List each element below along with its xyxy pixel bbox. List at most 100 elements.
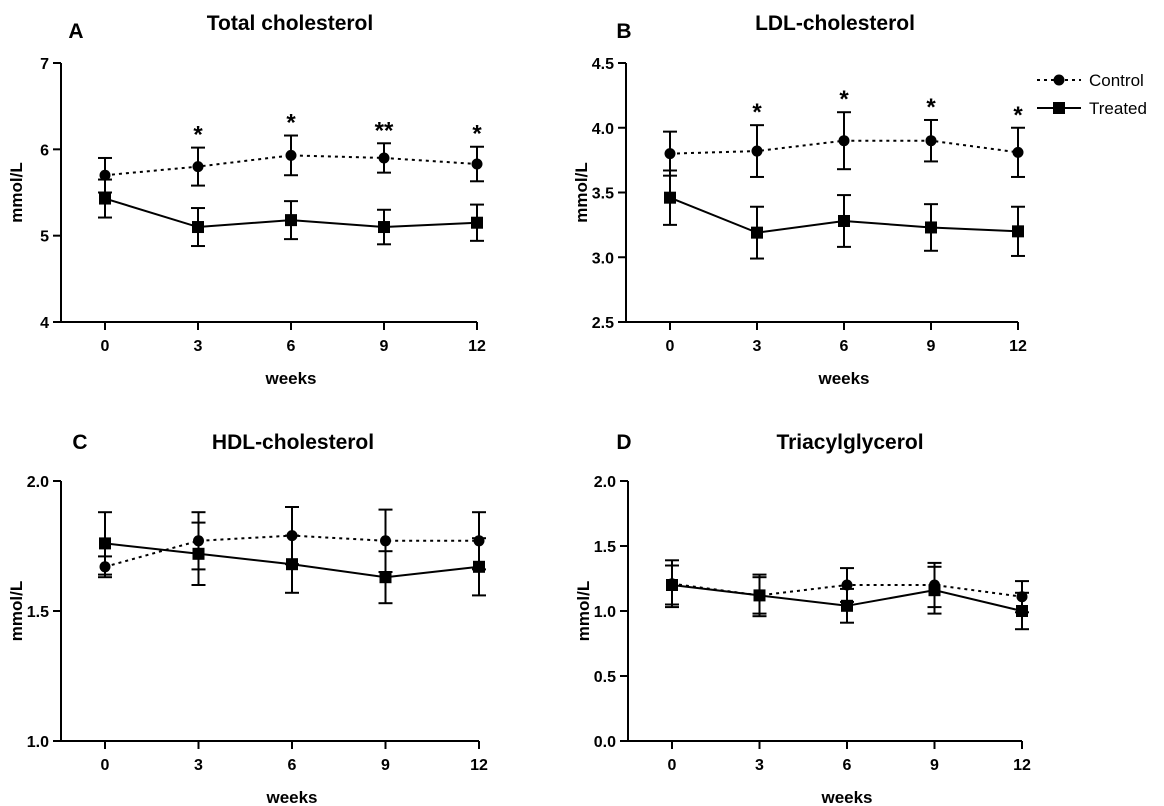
x-tick-label: 0 xyxy=(101,338,110,355)
panel-d: D Triacylglycerol 0.0 0.5 1.0 1.5 2.0 0 3 6 9 12 wee… xyxy=(574,431,1031,806)
y-tick-label: 2.0 xyxy=(594,474,616,491)
y-tick-label: 2.0 xyxy=(27,474,49,491)
x-tick-label: 6 xyxy=(288,757,297,774)
panel-c: C HDL-cholesterol 1.0 1.5 2.0 0 3 6 9 12 weeks mmol… xyxy=(7,431,488,806)
y-tick-label: 4.0 xyxy=(592,121,614,138)
x-tick-label: 0 xyxy=(101,757,110,774)
significance-marker: ** xyxy=(375,117,394,144)
series-treated xyxy=(98,178,484,248)
x-tick-label: 6 xyxy=(287,338,296,355)
data-point-square xyxy=(838,214,850,227)
significance-marker: * xyxy=(472,121,482,148)
panel-title: LDL-cholesterol xyxy=(755,12,915,35)
data-point-square xyxy=(1012,225,1024,238)
y-tick-label: 1.5 xyxy=(594,539,616,556)
series-control xyxy=(98,134,484,194)
x-tick-label: 3 xyxy=(194,338,203,355)
data-point-square xyxy=(1016,605,1028,617)
x-tick-label: 0 xyxy=(666,338,675,355)
x-tick-label: 6 xyxy=(840,338,849,355)
x-tick-label: 9 xyxy=(930,757,939,774)
legend-marker-square xyxy=(1053,102,1065,114)
x-axis-label: weeks xyxy=(820,788,872,806)
data-point-circle xyxy=(664,148,676,160)
data-point-square xyxy=(378,221,390,234)
series-treated xyxy=(663,169,1025,260)
data-point-circle xyxy=(380,535,391,547)
data-point-circle xyxy=(1012,146,1024,158)
legend-label: Control xyxy=(1089,71,1144,90)
x-tick-label: 9 xyxy=(381,757,390,774)
x-tick-label: 9 xyxy=(380,338,389,355)
data-point-square xyxy=(473,560,485,573)
data-point-square xyxy=(99,537,111,550)
data-point-square xyxy=(841,599,853,612)
y-axis-label: mmol/L xyxy=(7,162,26,222)
data-point-circle xyxy=(838,135,850,147)
significance-marker: * xyxy=(286,110,296,137)
y-tick-label: 4.5 xyxy=(592,56,614,73)
data-point-circle xyxy=(751,145,763,157)
y-tick-label: 1.0 xyxy=(594,604,616,621)
data-point-square xyxy=(285,214,297,227)
panel-letter: D xyxy=(616,431,631,454)
y-tick-label: 1.5 xyxy=(27,604,49,621)
y-tick-label: 3.0 xyxy=(592,250,614,267)
x-tick-label: 12 xyxy=(470,757,488,774)
legend-entry-control: Control xyxy=(1037,71,1144,90)
significance-marker: * xyxy=(839,86,849,113)
x-axis-label: weeks xyxy=(817,369,869,388)
significance-marker: * xyxy=(752,99,762,126)
panel-letter: A xyxy=(68,20,83,43)
panel-b: B LDL-cholesterol 2.5 3.0 3.5 4.0 4.5 0 3 6 9 12 wee… xyxy=(572,12,1027,388)
data-point-square xyxy=(99,192,111,205)
x-tick-label: 12 xyxy=(468,338,486,355)
series-treated xyxy=(98,511,486,605)
panel-title: Total cholesterol xyxy=(207,12,373,35)
data-point-square xyxy=(666,579,678,591)
data-point-circle xyxy=(471,158,483,170)
x-axis-label: weeks xyxy=(265,788,317,806)
panel-letter: C xyxy=(72,431,87,454)
x-tick-label: 3 xyxy=(753,338,762,355)
y-tick-label: 2.5 xyxy=(592,315,614,332)
x-tick-label: 3 xyxy=(755,757,764,774)
legend-label: Treated xyxy=(1089,99,1147,118)
x-axis-label: weeks xyxy=(264,369,316,388)
y-axis-label: mmol/L xyxy=(7,581,26,641)
significance-marker: * xyxy=(926,94,936,121)
significance-marker: * xyxy=(193,122,203,149)
y-tick-label: 1.0 xyxy=(27,734,49,751)
data-point-circle xyxy=(841,579,853,591)
data-point-square xyxy=(379,571,392,584)
y-axis-label: mmol/L xyxy=(572,162,591,222)
y-tick-label: 3.5 xyxy=(592,186,614,203)
y-axis-label: mmol/L xyxy=(574,581,593,641)
data-point-square xyxy=(751,226,763,239)
data-point-square xyxy=(471,216,483,229)
data-point-circle xyxy=(285,149,297,161)
legend: Control Treated xyxy=(1037,71,1147,118)
data-point-circle xyxy=(925,135,937,147)
significance-marker: * xyxy=(1013,102,1023,129)
data-point-square xyxy=(928,584,941,597)
y-tick-label: 6 xyxy=(40,142,49,159)
y-tick-label: 0.0 xyxy=(594,734,616,751)
x-tick-label: 12 xyxy=(1009,338,1027,355)
data-point-square xyxy=(664,191,676,204)
y-tick-label: 0.5 xyxy=(594,669,616,686)
data-point-circle xyxy=(99,169,111,181)
series-control xyxy=(663,111,1025,178)
data-point-square xyxy=(286,558,298,571)
y-tick-label: 4 xyxy=(40,315,49,332)
x-tick-label: 12 xyxy=(1013,757,1031,774)
series-line xyxy=(669,139,1019,155)
panel-letter: B xyxy=(616,20,631,43)
x-tick-label: 6 xyxy=(843,757,852,774)
data-point-circle xyxy=(378,152,390,164)
legend-marker-circle xyxy=(1053,74,1065,86)
data-point-square xyxy=(753,589,766,602)
data-point-square xyxy=(925,221,937,234)
data-point-square xyxy=(192,547,205,560)
